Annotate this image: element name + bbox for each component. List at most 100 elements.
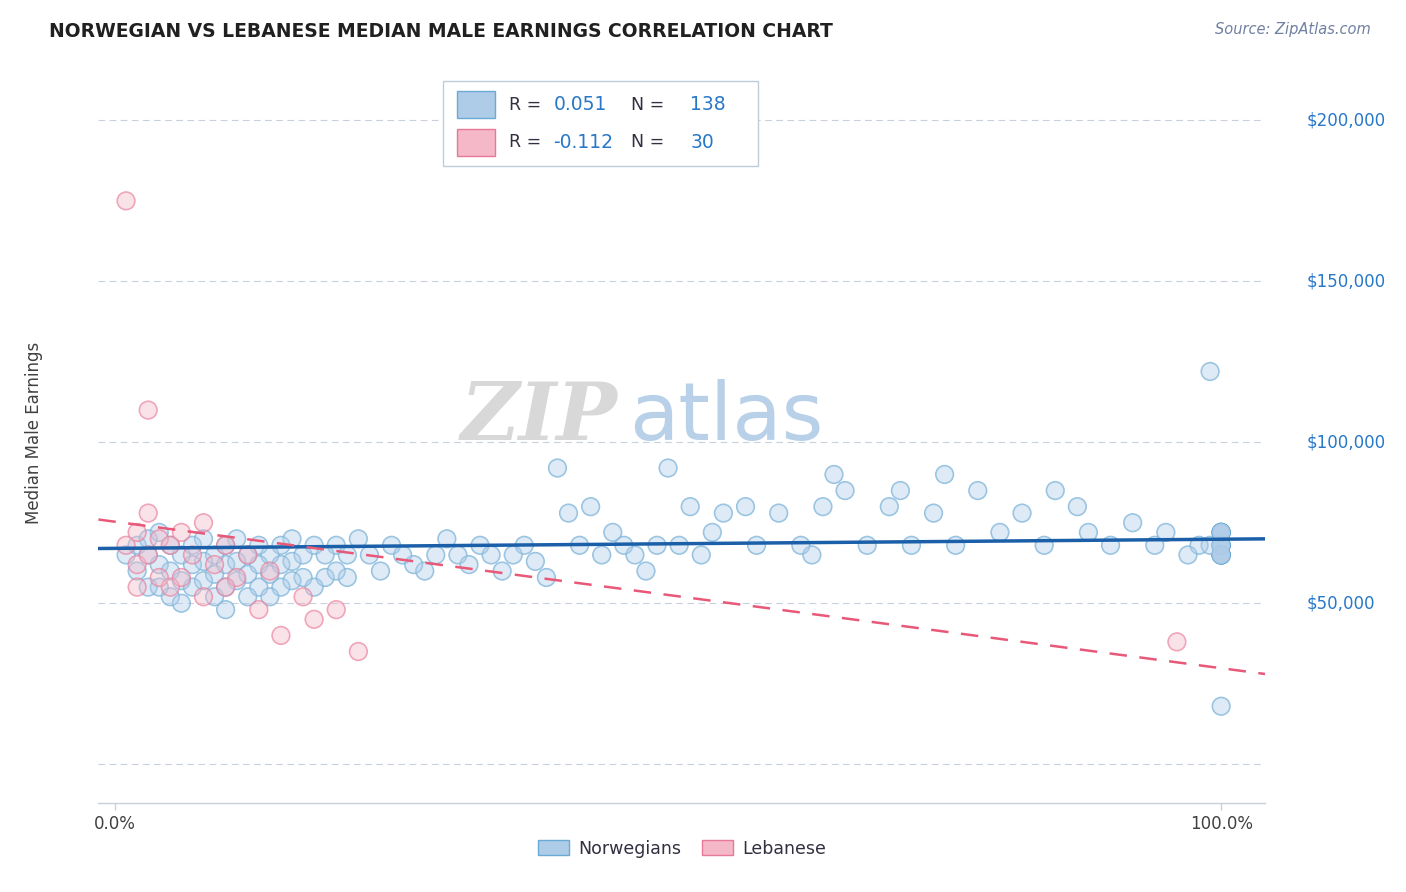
Point [502,548,524,562]
Point [922,506,945,520]
Text: 138: 138 [690,95,725,114]
Text: Source: ZipAtlas.com: Source: ZipAtlas.com [1215,22,1371,37]
Point [768,506,790,520]
Point [734,500,756,514]
Point [713,506,735,520]
Point [214,558,236,572]
Point [1211,538,1233,552]
Point [214,580,236,594]
Point [281,532,304,546]
Point [1211,699,1233,714]
Point [170,525,193,540]
Point [458,558,481,572]
Point [922,506,945,520]
Point [136,548,159,562]
Point [170,596,193,610]
Point [181,558,204,572]
Point [1066,500,1088,514]
Point [281,574,304,588]
Point [270,580,292,594]
Point [359,548,381,562]
Legend: Norwegians, Lebanese: Norwegians, Lebanese [531,832,832,864]
Point [1211,548,1233,562]
Point [136,548,159,562]
Point [1211,525,1233,540]
Point [193,574,215,588]
Point [225,554,247,568]
Point [1211,525,1233,540]
Point [336,548,359,562]
Point [336,548,359,562]
Text: -0.112: -0.112 [554,133,613,152]
Point [1154,525,1177,540]
Point [546,461,568,475]
Point [214,538,236,552]
Point [690,548,713,562]
Point [745,538,768,552]
Point [1011,506,1033,520]
Point [292,570,315,584]
Point [170,548,193,562]
Point [204,558,226,572]
Point [347,532,370,546]
Point [513,538,536,552]
Point [204,548,226,562]
Point [370,564,392,578]
Point [292,590,315,604]
Point [225,570,247,584]
Point [314,570,336,584]
Point [1211,538,1233,552]
Point [159,538,181,552]
Point [502,548,524,562]
Point [214,602,236,616]
Point [1211,525,1233,540]
Point [193,590,215,604]
Point [1211,538,1233,552]
Point [236,567,259,582]
Point [370,564,392,578]
Point [988,525,1011,540]
Text: N =: N = [620,133,669,152]
Point [193,554,215,568]
Point [1077,525,1099,540]
Point [613,538,636,552]
Point [127,558,149,572]
Point [170,596,193,610]
Point [204,590,226,604]
Point [225,574,247,588]
Point [900,538,922,552]
Point [702,525,724,540]
Point [204,558,226,572]
Point [1099,538,1122,552]
Point [634,564,657,578]
Point [413,564,436,578]
Point [657,461,679,475]
Point [568,538,591,552]
Point [325,538,347,552]
Point [247,580,270,594]
Point [115,194,138,208]
Point [524,554,547,568]
Point [679,500,702,514]
Point [1154,525,1177,540]
Point [281,532,304,546]
Point [136,548,159,562]
Point [204,567,226,582]
Point [790,538,813,552]
Text: R =: R = [509,133,547,152]
Point [479,548,502,562]
Point [402,558,425,572]
Point [259,590,281,604]
Point [1045,483,1067,498]
Point [402,558,425,572]
Text: N =: N = [620,95,669,114]
Point [690,548,713,562]
Point [136,548,159,562]
Point [1033,538,1056,552]
Point [148,525,170,540]
Point [391,548,413,562]
Point [127,564,149,578]
Point [170,574,193,588]
Point [214,580,236,594]
Point [225,554,247,568]
